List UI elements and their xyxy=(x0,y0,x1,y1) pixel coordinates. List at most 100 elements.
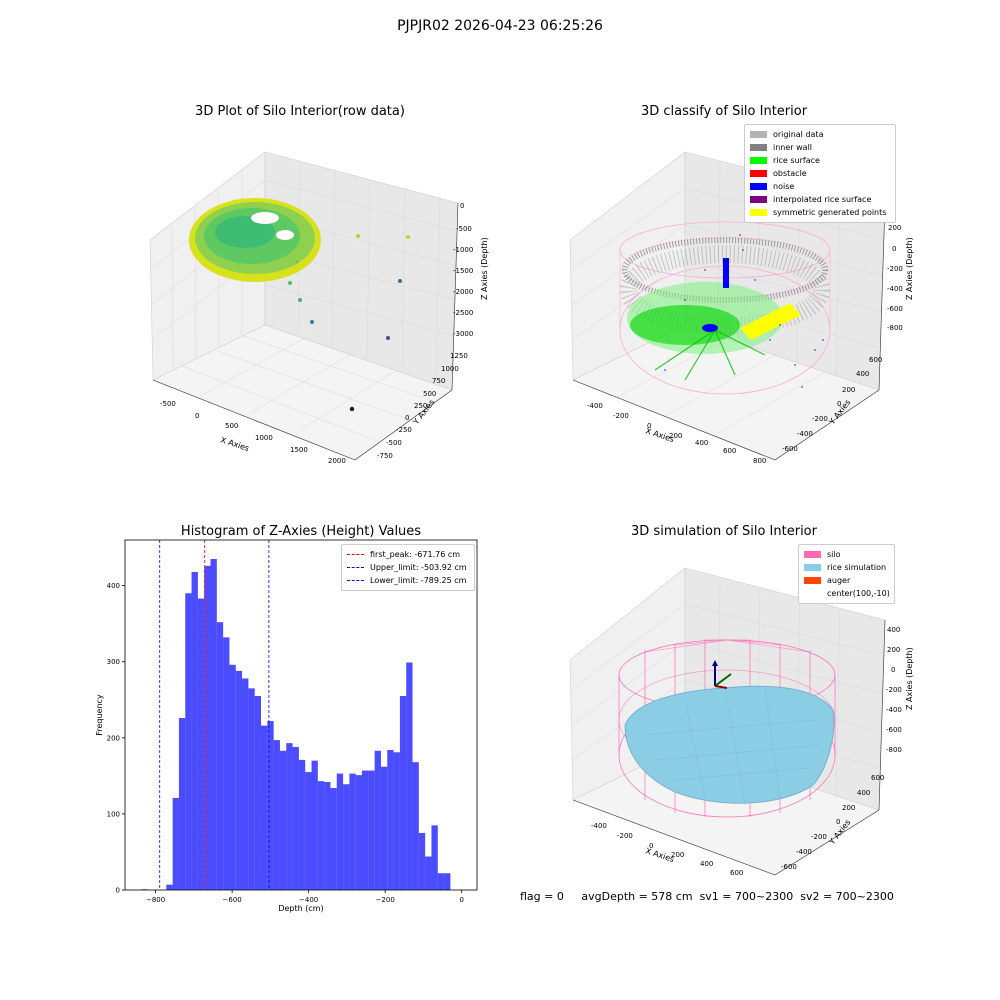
panel3-title: Histogram of Z-Axies (Height) Values xyxy=(180,524,422,539)
panel1-ytick: 0 xyxy=(405,414,409,422)
panel1-xtick: 1000 xyxy=(255,434,273,442)
histogram-bar xyxy=(279,750,287,890)
panel2-ztick: -400 xyxy=(887,285,903,293)
legend-swatch xyxy=(804,590,821,597)
legend-label: rice surface xyxy=(773,156,820,165)
panel1-ztick: -1500 xyxy=(453,267,473,275)
panel1-xtick: 0 xyxy=(195,412,199,420)
panel2-ztick: -200 xyxy=(887,265,903,273)
panel1-3d-scatter: -500 0 500 1000 1500 2000 X Axies 1250 1… xyxy=(149,151,489,465)
panel2-y-ticks: 600 400 200 0 -200 -400 -600 xyxy=(782,356,882,453)
histogram-xlabel: Depth (cm) xyxy=(278,904,323,913)
panel4-ytick: 200 xyxy=(842,804,855,812)
legend-item-noise: noise xyxy=(750,180,890,193)
histogram-bar xyxy=(185,593,192,890)
histogram-bar xyxy=(374,750,381,890)
panel4-rice-surface xyxy=(624,685,835,804)
panel1-title: 3D Plot of Silo Interior(row data) xyxy=(195,104,405,119)
panel2-x-ticks: -400 -200 0 200 400 600 800 xyxy=(587,402,766,465)
histogram-bar xyxy=(242,678,249,890)
histogram-y-ticks: 0 100 200 300 400 xyxy=(107,582,125,895)
legend-label: silo xyxy=(827,550,841,559)
histogram-bar xyxy=(406,662,413,890)
panel2-z-ticks: 200 0 -200 -400 -600 -800 xyxy=(887,224,903,332)
panel2-ztick: -800 xyxy=(887,324,903,332)
panel2-xtick: 600 xyxy=(723,447,736,455)
histogram-ytick-label: 200 xyxy=(107,734,120,742)
histogram-xtick-label: 0 xyxy=(459,896,463,904)
panel4-ytick: 0 xyxy=(836,818,840,826)
histogram-bar xyxy=(292,746,299,890)
panel1-xlabel: X Axies xyxy=(219,435,250,453)
legend-item-lower-limit: Lower_limit: -789.25 cm xyxy=(347,574,469,587)
panel2-ytick: 400 xyxy=(856,370,869,378)
legend-swatch xyxy=(750,196,767,203)
panel1-ytick: -250 xyxy=(396,426,412,434)
panel2-ytick: 600 xyxy=(869,356,882,364)
panel4-y-ticks: 600 400 200 0 -200 -400 -600 xyxy=(781,774,884,871)
legend-swatch xyxy=(750,131,767,138)
panel1-x-ticks: -500 0 500 1000 1500 2000 xyxy=(160,400,346,465)
panel1-ztick: 0 xyxy=(460,202,464,210)
panel1-xtick: 1500 xyxy=(290,446,308,454)
histogram-chart: −800 −600 −400 −200 0 0 100 200 300 400 Depth (c… xyxy=(95,539,478,913)
legend-label: original data xyxy=(773,130,824,139)
legend-item-obstacle: obstacle xyxy=(750,167,890,180)
panel2-xtick: -400 xyxy=(587,402,603,410)
histogram-bar xyxy=(197,598,205,890)
panel4-xtick: -200 xyxy=(617,832,633,840)
histogram-bar xyxy=(254,695,262,890)
panel2-legend: original data inner wall rice surface ob… xyxy=(744,124,896,223)
histogram-bar xyxy=(166,884,173,890)
histogram-bar xyxy=(248,688,255,890)
legend-item-rice-simulation: rice simulation xyxy=(804,561,889,574)
panel4-title: 3D simulation of Silo Interior xyxy=(631,524,817,539)
panel1-ytick: -500 xyxy=(386,439,402,447)
panel2-ztick: -600 xyxy=(887,305,903,313)
histogram-bar xyxy=(418,832,426,890)
histogram-bar xyxy=(235,670,243,890)
panel1-y-ticks: 1250 1000 750 500 250 0 -250 -500 -750 xyxy=(377,352,468,460)
legend-swatch xyxy=(804,564,821,571)
panel4-xlabel: X Axies xyxy=(644,846,675,864)
figure-title: PJPJR02 2026-04-23 06:25:26 xyxy=(397,18,603,34)
panel4-xtick: 200 xyxy=(671,851,684,859)
sv1-text: sv1 = 700~2300 xyxy=(699,890,794,903)
panel1-xtick: -500 xyxy=(160,400,176,408)
panel4-zlabel: Z Axies (Depth) xyxy=(905,647,914,710)
panel1-ytick: 750 xyxy=(432,377,445,385)
histogram-bar xyxy=(387,750,394,890)
histogram-bar xyxy=(355,775,363,890)
legend-item-first-peak: first_peak: -671.76 cm xyxy=(347,548,469,561)
panel4-ztick: -800 xyxy=(886,746,902,754)
panel1-z-ticks: 0 -500 -1000 -1500 -2000 -2500 -3000 xyxy=(453,202,473,338)
histogram-bar xyxy=(305,772,312,890)
histogram-frame xyxy=(124,539,478,891)
panel1-ztick: -500 xyxy=(456,225,472,233)
panel1-xtick: 500 xyxy=(225,422,238,430)
legend-item-symmetric: symmetric generated points xyxy=(750,206,890,219)
histogram-bar xyxy=(229,664,236,890)
panel1-zlabel: Z Axies (Depth) xyxy=(480,237,489,300)
panel4-ztick: -200 xyxy=(886,686,902,694)
legend-label: symmetric generated points xyxy=(773,208,887,217)
panel4-ztick: 400 xyxy=(887,626,900,634)
panel2-ztick: 200 xyxy=(888,224,901,232)
histogram-bar xyxy=(311,760,318,890)
histogram-bar xyxy=(380,766,388,890)
histogram-xtick-label: −200 xyxy=(376,896,395,904)
panel4-ztick: 200 xyxy=(887,646,900,654)
legend-item-inner-wall: inner wall xyxy=(750,141,890,154)
legend-item-interpolated: interpolated rice surface xyxy=(750,193,890,206)
legend-label: auger xyxy=(827,576,851,585)
panel4-3d-simulation: -400 -200 0 200 400 600 X Axies 600 400 … xyxy=(569,567,914,877)
histogram-vlines xyxy=(159,540,270,890)
panel2-point-cloud xyxy=(619,221,831,395)
histogram-bar xyxy=(437,873,445,890)
avg-depth-text: avgDepth = 578 cm xyxy=(581,890,693,903)
histogram-bar xyxy=(444,873,451,890)
panel2-ytick: -400 xyxy=(797,430,813,438)
histogram-bar xyxy=(330,788,337,890)
legend-label: inner wall xyxy=(773,143,813,152)
legend-line xyxy=(347,567,364,568)
